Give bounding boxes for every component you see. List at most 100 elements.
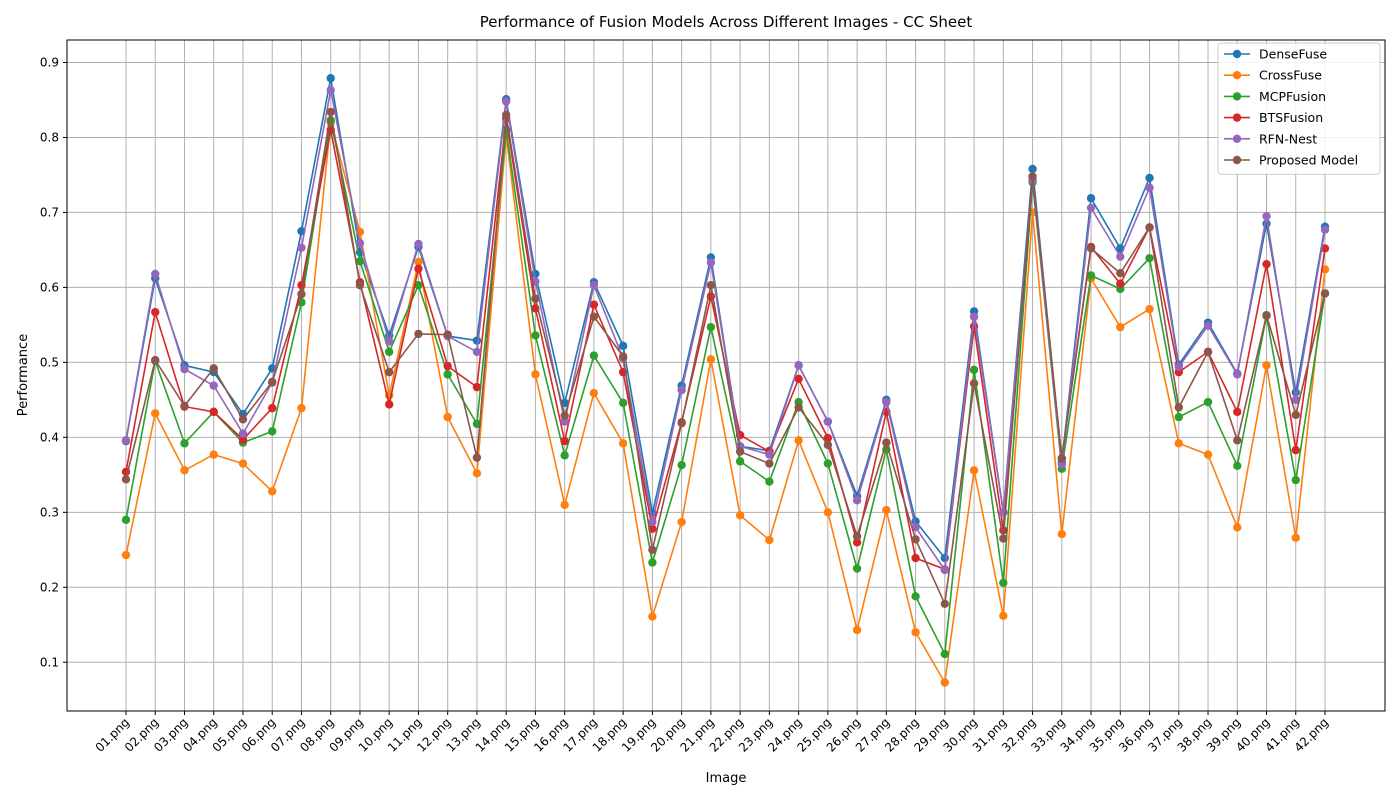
data-point	[969, 312, 979, 321]
data-point	[765, 450, 774, 459]
data-point	[1291, 533, 1300, 543]
legend-box	[1217, 42, 1381, 175]
data-point	[326, 86, 335, 95]
data-point	[472, 336, 482, 345]
data-point	[472, 453, 482, 462]
data-point	[823, 433, 833, 443]
data-point	[560, 417, 569, 426]
data-point	[443, 370, 452, 379]
y-axis-label: Performance	[16, 334, 31, 416]
data-point	[1057, 460, 1067, 469]
legend-marker	[1232, 155, 1242, 165]
data-point	[648, 612, 657, 621]
data-point	[443, 412, 452, 422]
legend-label: RFN-Nest	[1259, 131, 1317, 146]
legend-label: BTSFusion	[1259, 110, 1323, 125]
data-point	[384, 400, 394, 409]
data-point	[268, 403, 277, 413]
data-point	[326, 116, 335, 125]
data-point	[180, 439, 189, 448]
legend-item: MCPFusion	[1224, 89, 1326, 104]
data-point	[1233, 461, 1242, 471]
data-point	[1203, 347, 1213, 357]
data-point	[911, 523, 920, 532]
data-point	[677, 517, 686, 527]
data-point	[472, 469, 482, 478]
data-point	[238, 435, 248, 444]
data-point	[999, 611, 1008, 620]
data-point	[384, 347, 394, 357]
data-point	[355, 256, 365, 266]
data-point	[1116, 252, 1125, 261]
data-point	[706, 280, 716, 290]
y-tick-label: 0.1	[40, 655, 59, 669]
data-point	[238, 415, 248, 424]
data-point	[1291, 410, 1300, 420]
data-point	[1174, 403, 1183, 412]
y-tick-label: 0.5	[40, 355, 59, 369]
data-point	[209, 407, 218, 417]
data-point	[969, 365, 979, 375]
data-point	[1145, 183, 1154, 192]
series-crossfuse	[121, 118, 1330, 687]
data-point	[823, 417, 833, 426]
data-point	[501, 110, 511, 120]
y-tick-label: 0.6	[40, 280, 59, 294]
data-point	[1145, 304, 1154, 314]
data-point	[238, 429, 248, 438]
data-point	[882, 397, 891, 407]
data-point	[1145, 223, 1154, 232]
data-point	[706, 258, 716, 267]
data-point	[531, 331, 540, 340]
legend-item: CrossFuse	[1224, 68, 1322, 83]
data-point	[180, 364, 189, 374]
data-point	[151, 269, 160, 279]
data-point	[1086, 193, 1096, 203]
x-axis-label: Image	[706, 771, 747, 786]
series-line	[125, 90, 1326, 573]
data-point	[794, 403, 803, 412]
data-point	[1262, 361, 1271, 370]
data-point	[1174, 439, 1183, 448]
data-point	[1291, 445, 1300, 455]
chart-title: Performance of Fusion Models Across Diff…	[480, 13, 973, 31]
data-point	[501, 97, 511, 106]
data-point	[297, 403, 306, 413]
data-point	[677, 418, 686, 428]
data-point	[969, 466, 979, 475]
data-point	[589, 351, 599, 360]
data-point	[209, 381, 218, 390]
data-point	[648, 517, 657, 527]
data-point	[999, 578, 1008, 587]
data-point	[472, 347, 482, 357]
data-point	[735, 511, 745, 520]
data-point	[794, 361, 803, 370]
data-point	[940, 678, 950, 687]
data-point	[852, 538, 862, 547]
legend-item: DenseFuse	[1224, 47, 1327, 62]
data-point	[560, 500, 569, 510]
data-point	[618, 439, 628, 448]
legend-marker	[1232, 71, 1242, 80]
data-point	[794, 374, 803, 384]
data-point	[1262, 259, 1271, 269]
data-point	[297, 280, 306, 290]
data-point	[677, 460, 686, 470]
data-point	[1262, 310, 1271, 320]
data-point	[735, 447, 745, 456]
legend-label: DenseFuse	[1259, 47, 1327, 62]
legend-label: MCPFusion	[1259, 89, 1326, 104]
data-point	[882, 505, 891, 515]
data-point	[648, 558, 657, 567]
data-point	[560, 451, 569, 460]
data-point	[1233, 523, 1242, 532]
data-point	[940, 553, 950, 563]
data-point	[1028, 164, 1037, 174]
data-point	[297, 289, 306, 299]
data-point	[268, 427, 277, 436]
data-point	[589, 388, 599, 398]
data-point	[414, 257, 423, 267]
data-point	[297, 243, 306, 252]
data-point	[151, 307, 160, 317]
data-point	[1174, 412, 1183, 422]
